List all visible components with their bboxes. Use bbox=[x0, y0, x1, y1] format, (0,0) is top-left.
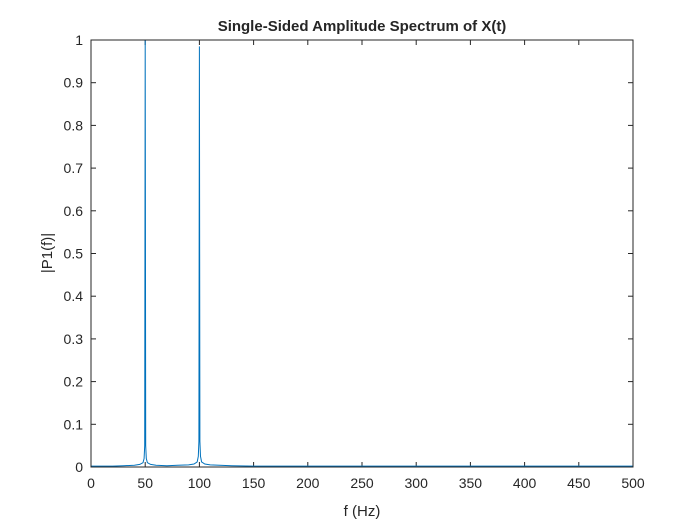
plot-box bbox=[90, 39, 634, 468]
series-line bbox=[91, 39, 633, 467]
x-tick-label: 400 bbox=[513, 475, 537, 491]
x-tick-label: 250 bbox=[350, 475, 374, 491]
x-tick-label: 50 bbox=[137, 475, 153, 491]
y-tick-label: 0.1 bbox=[64, 416, 84, 432]
y-tick-label: 0.8 bbox=[64, 117, 84, 133]
y-axis-label: |P1(f)| bbox=[39, 233, 56, 273]
x-tick-label: 0 bbox=[87, 475, 95, 491]
x-tick-label: 100 bbox=[188, 475, 212, 491]
y-tick-label: 0 bbox=[75, 459, 83, 475]
y-tick-label: 0.5 bbox=[64, 246, 84, 262]
y-tick-label: 0.6 bbox=[64, 203, 84, 219]
x-tick-label: 200 bbox=[296, 475, 320, 491]
y-tick-label: 1 bbox=[75, 32, 83, 48]
x-tick-label: 450 bbox=[567, 475, 591, 491]
y-tick-label: 0.4 bbox=[64, 288, 84, 304]
chart-title: Single-Sided Amplitude Spectrum of X(t) bbox=[218, 18, 507, 35]
y-tick-label: 0.3 bbox=[64, 331, 84, 347]
x-tick-label: 500 bbox=[621, 475, 645, 491]
x-tick-label: 350 bbox=[459, 475, 483, 491]
x-axis-label: f (Hz) bbox=[344, 503, 381, 520]
y-tick-label: 0.2 bbox=[64, 374, 84, 390]
x-tick-label: 150 bbox=[242, 475, 266, 491]
y-tick-label: 0.9 bbox=[64, 75, 84, 91]
x-tick-label: 300 bbox=[405, 475, 429, 491]
y-tick-label: 0.7 bbox=[64, 160, 84, 176]
